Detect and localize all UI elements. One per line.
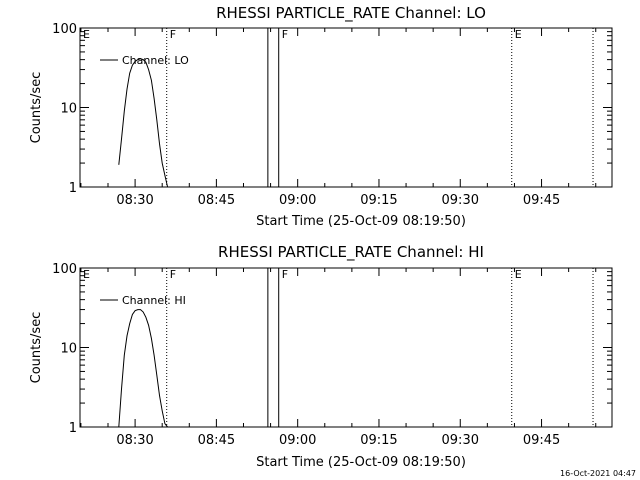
legend-label: Channel: LO xyxy=(122,54,189,67)
chart-title: RHESSI PARTICLE_RATE Channel: HI xyxy=(218,243,484,262)
marker-label: F xyxy=(170,28,176,41)
x-axis-label: Start Time (25-Oct-09 08:19:50) xyxy=(256,455,466,470)
x-tick-label: 09:15 xyxy=(360,433,397,448)
x-tick-label: 09:00 xyxy=(279,433,316,448)
timestamp-label: 16-Oct-2021 04:47 xyxy=(560,469,636,478)
chart-panel-hi: RHESSI PARTICLE_RATE Channel: HI 08:30 08:… xyxy=(29,243,613,470)
x-tick-label: 08:30 xyxy=(116,433,153,448)
plot-frame xyxy=(79,27,613,188)
marker-label: E xyxy=(515,28,522,41)
marker-label: F xyxy=(282,268,288,281)
series-line-lo xyxy=(118,58,169,188)
y-tick-label: 1 xyxy=(69,421,77,436)
y-axis-label: Counts/sec xyxy=(29,312,44,384)
chart-panel-lo: RHESSI PARTICLE_RATE Channel: LO 08:30 08:… xyxy=(29,4,613,229)
y-axis-label: Counts/sec xyxy=(29,72,44,144)
plot-frame xyxy=(79,267,613,428)
y-tick-label: 100 xyxy=(52,262,77,277)
x-tick-label: 09:15 xyxy=(360,193,397,208)
x-tick-label: 09:45 xyxy=(523,433,560,448)
x-tick-label: 09:30 xyxy=(442,433,479,448)
x-tick-label: 09:30 xyxy=(442,193,479,208)
marker-label: F xyxy=(170,268,176,281)
y-tick-label: 1 xyxy=(69,181,77,196)
y-tick-label: 100 xyxy=(52,22,77,37)
x-tick-label: 09:00 xyxy=(279,193,316,208)
series-line-hi xyxy=(118,309,168,428)
x-tick-label: 09:45 xyxy=(523,193,560,208)
x-axis-label: Start Time (25-Oct-09 08:19:50) xyxy=(256,214,466,229)
x-tick-label: 08:45 xyxy=(198,433,235,448)
legend-label: Channel: HI xyxy=(122,294,186,307)
marker-label: E xyxy=(515,268,522,281)
x-tick-label: 08:30 xyxy=(116,193,153,208)
marker-label: F xyxy=(282,28,288,41)
y-tick-label: 10 xyxy=(60,342,77,357)
x-tick-label: 08:45 xyxy=(198,193,235,208)
y-tick-label: 10 xyxy=(60,102,77,117)
chart-title: RHESSI PARTICLE_RATE Channel: LO xyxy=(216,4,486,23)
marker-label: E xyxy=(83,28,90,41)
marker-label: E xyxy=(83,268,90,281)
